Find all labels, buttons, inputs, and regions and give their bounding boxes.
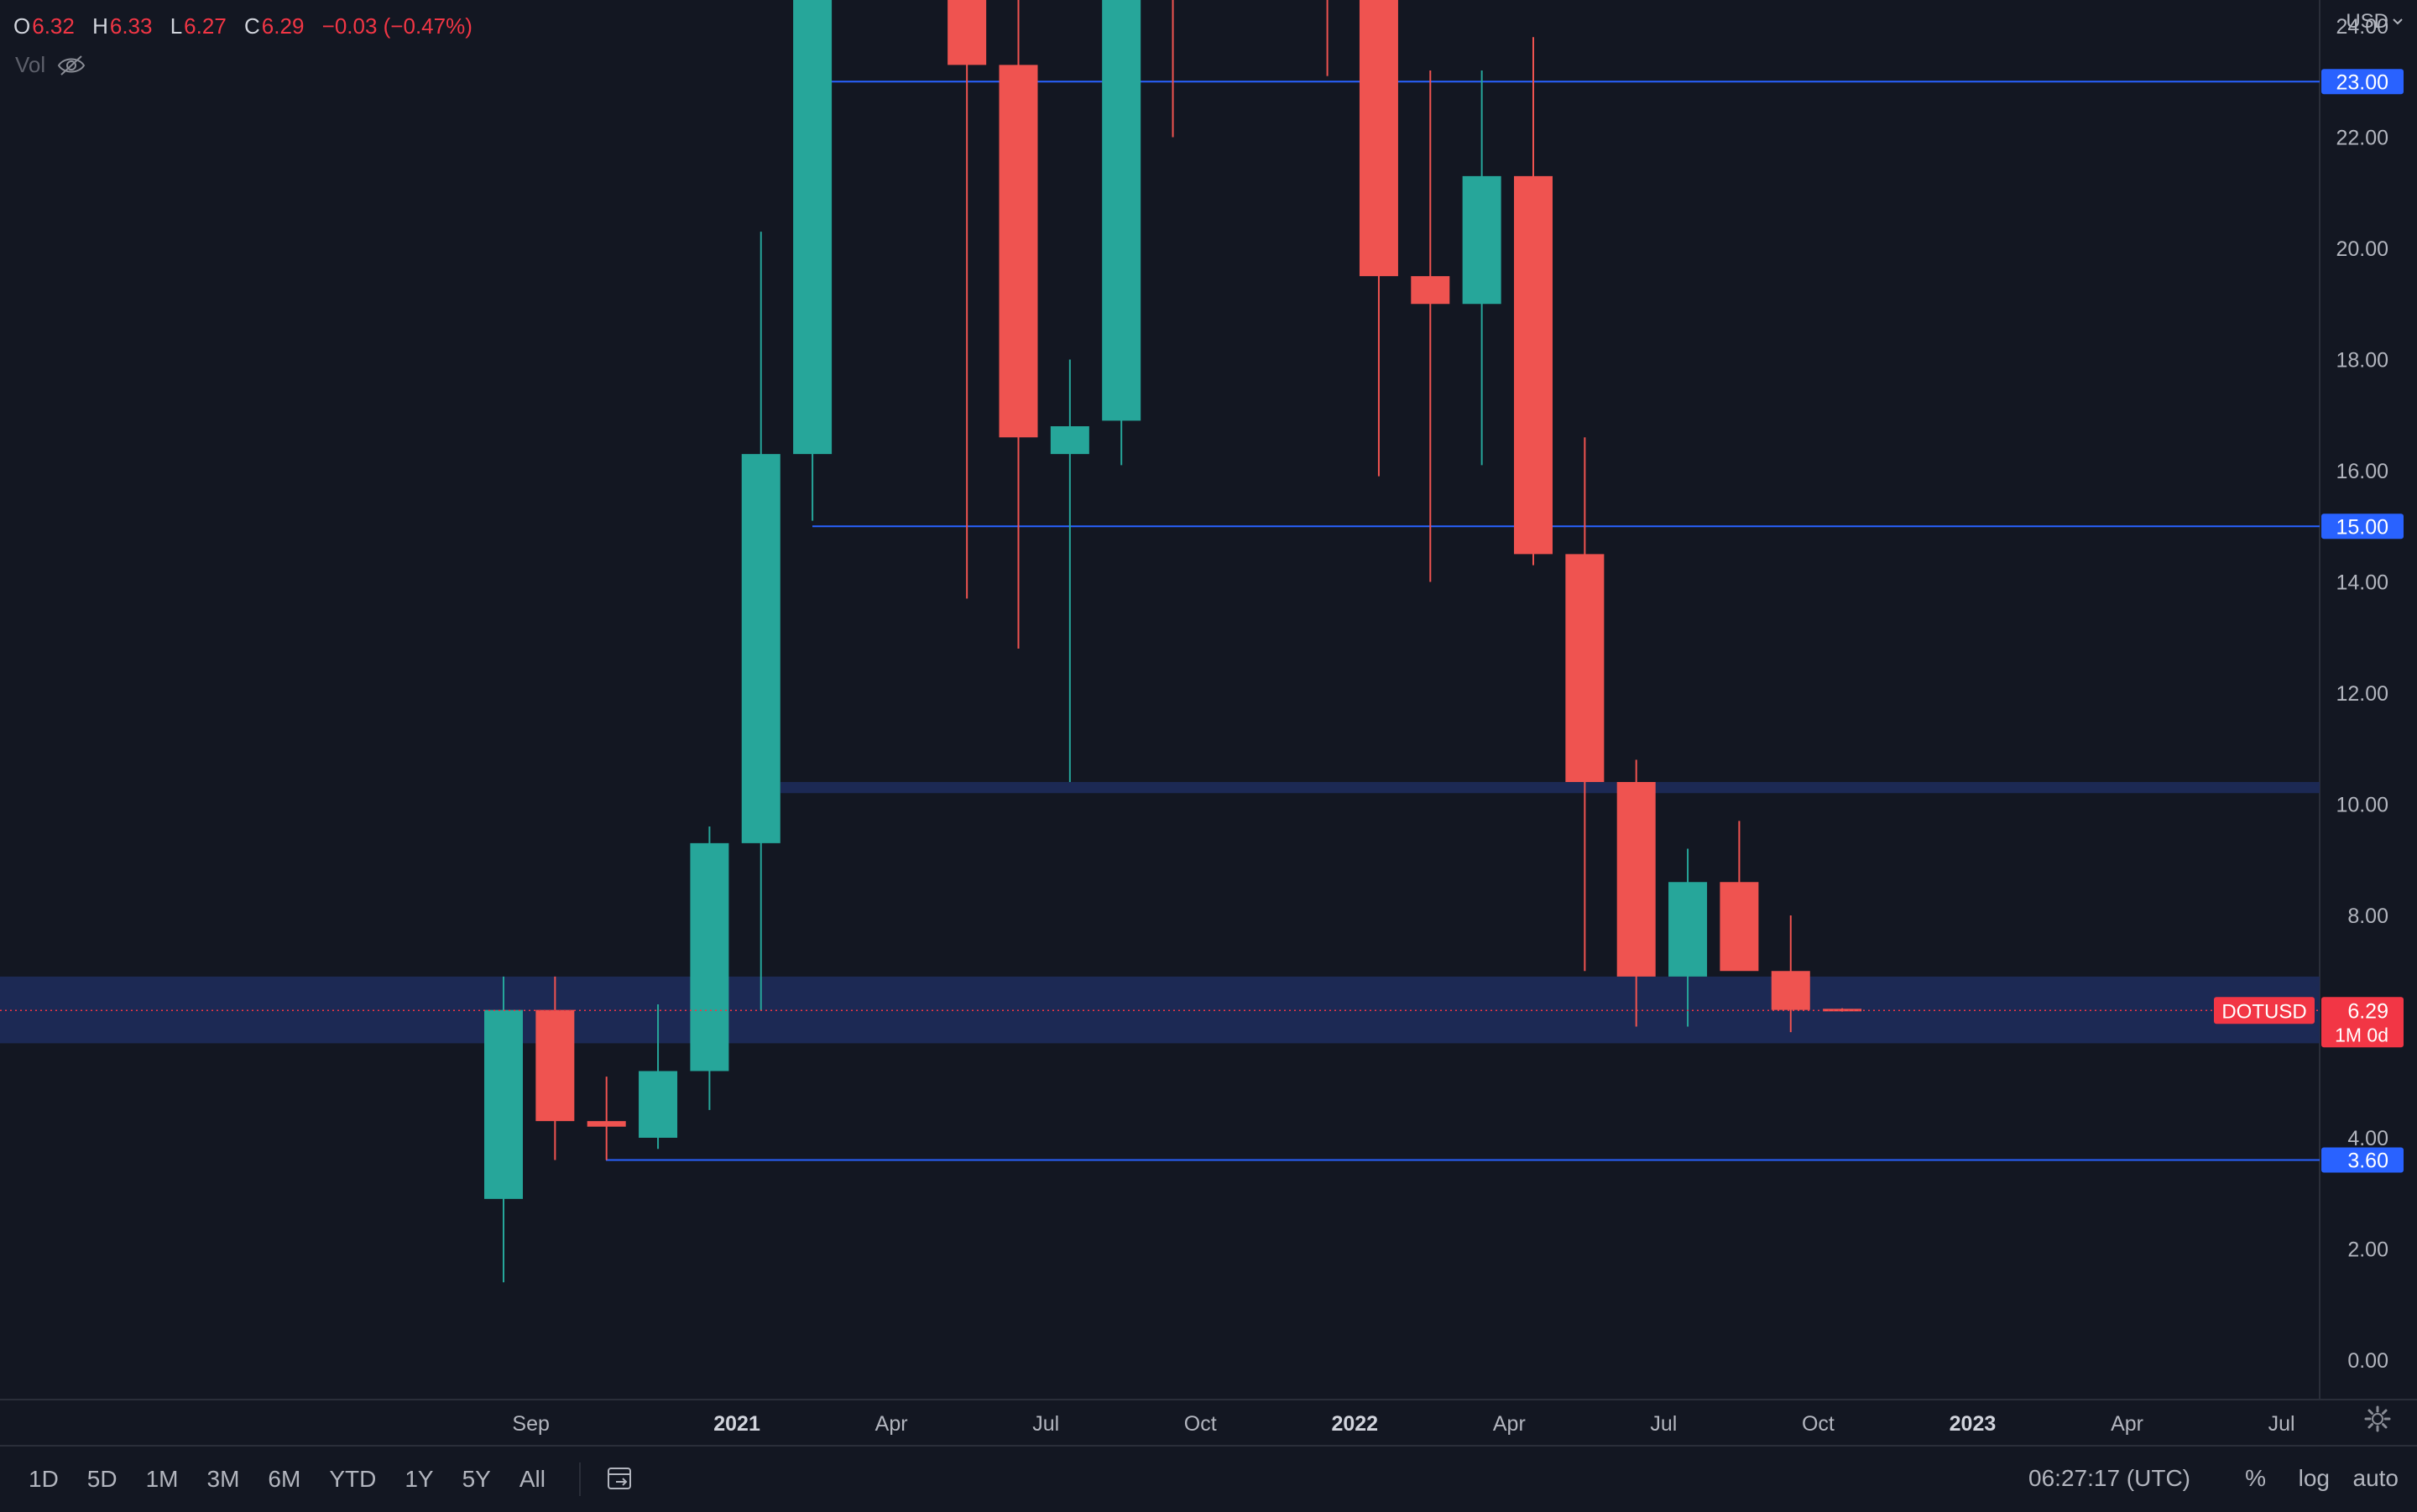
time-tick-label: Jul — [2268, 1412, 2295, 1436]
time-tick-label: Jul — [1650, 1412, 1677, 1436]
time-tick-label: Apr — [1493, 1412, 1526, 1436]
chevron-down-icon — [2393, 18, 2403, 25]
candle-body[interactable] — [1668, 882, 1708, 977]
candle-body[interactable] — [1514, 175, 1553, 555]
support-zone — [780, 782, 2320, 794]
range-all-button[interactable]: All — [519, 1466, 546, 1492]
low-value: 6.27 — [184, 13, 227, 39]
level-price-label-bg — [2321, 514, 2404, 540]
time-tick-label: Sep — [512, 1412, 549, 1436]
open-value: 6.32 — [32, 13, 75, 39]
time-tick-label: Oct — [1184, 1412, 1217, 1436]
last-price-value: 6.29 — [2347, 999, 2388, 1023]
price-tick-label: 4.00 — [2347, 1127, 2388, 1150]
time-tick-label: 2021 — [713, 1412, 760, 1436]
time-tick-label: Oct — [1802, 1412, 1835, 1436]
candle-body[interactable] — [1720, 882, 1759, 972]
time-tick-label: 2023 — [1950, 1412, 1997, 1436]
level-price-label-bg — [2321, 69, 2404, 95]
auto-toggle[interactable]: auto — [2352, 1465, 2399, 1491]
currency-selector[interactable]: USD — [2346, 10, 2404, 34]
candle-body[interactable] — [947, 0, 987, 65]
eye-off-icon[interactable] — [57, 55, 86, 76]
candle-body[interactable] — [1565, 554, 1605, 782]
percent-toggle[interactable]: % — [2245, 1465, 2266, 1491]
bottom-toolbar: 1D 5D 1M 3M 6M YTD 1Y 5Y All 06:27:17 (U… — [0, 1445, 2417, 1512]
range-3m-button[interactable]: 3M — [206, 1466, 240, 1492]
price-tick-label: 18.00 — [2336, 349, 2388, 373]
price-tick-label: 22.00 — [2336, 127, 2388, 150]
candle-body[interactable] — [1359, 0, 1398, 277]
candle-body[interactable] — [535, 1009, 575, 1122]
candle-body[interactable] — [1462, 175, 1501, 305]
candle-body[interactable] — [1050, 426, 1089, 455]
volume-label: Vol — [15, 52, 46, 77]
time-tick-label: Apr — [875, 1412, 908, 1436]
level-price-label: 15.00 — [2336, 515, 2388, 539]
change-value: −0.03 (−0.47%) — [321, 13, 472, 39]
price-tick-label: 8.00 — [2347, 905, 2388, 928]
volume-indicator[interactable]: Vol — [15, 52, 86, 78]
candle-body[interactable] — [587, 1121, 626, 1127]
price-tick-label: 16.00 — [2336, 460, 2388, 483]
low-label: L — [170, 13, 183, 39]
symbol-label-bg — [2214, 997, 2315, 1025]
currency-label: USD — [2346, 10, 2388, 33]
range-1y-button[interactable]: 1Y — [405, 1466, 434, 1492]
candle-body[interactable] — [690, 842, 729, 1071]
log-toggle[interactable]: log — [2298, 1465, 2330, 1491]
close-label: C — [244, 13, 260, 39]
price-tick-label: 2.00 — [2347, 1238, 2388, 1262]
candle-body[interactable] — [1411, 276, 1450, 305]
price-tick-label: 14.00 — [2336, 571, 2388, 595]
level-price-label-bg — [2321, 1147, 2404, 1173]
close-value: 6.29 — [261, 13, 305, 39]
toolbar-divider — [578, 1462, 581, 1496]
candle-body[interactable] — [999, 65, 1038, 438]
utc-clock[interactable]: 06:27:17 (UTC) — [2028, 1465, 2190, 1491]
time-tick-label: Apr — [2111, 1412, 2143, 1436]
candle-body[interactable] — [793, 0, 833, 455]
last-price-label-bg — [2321, 997, 2404, 1048]
candle-body[interactable] — [741, 454, 780, 843]
time-tick-label: Jul — [1032, 1412, 1059, 1436]
candle-body[interactable] — [1102, 0, 1141, 421]
level-price-label: 23.00 — [2336, 70, 2388, 94]
range-ytd-button[interactable]: YTD — [329, 1466, 377, 1492]
range-5y-button[interactable]: 5Y — [462, 1466, 491, 1492]
support-zone — [0, 976, 2320, 1044]
range-1m-button[interactable]: 1M — [145, 1466, 179, 1492]
price-tick-label: 24.00 — [2336, 15, 2388, 39]
open-label: O — [13, 13, 31, 39]
time-tick-label: 2022 — [1331, 1412, 1378, 1436]
price-tick-label: 12.00 — [2336, 682, 2388, 706]
candle-body[interactable] — [639, 1071, 678, 1139]
last-price-countdown: 1M 0d — [2335, 1024, 2388, 1045]
candle-body[interactable] — [484, 1009, 523, 1199]
candle-body[interactable] — [1771, 971, 1810, 1010]
high-label: H — [92, 13, 108, 39]
high-value: 6.33 — [109, 13, 153, 39]
gear-icon[interactable] — [2363, 1405, 2392, 1433]
range-5d-button[interactable]: 5D — [86, 1466, 117, 1492]
symbol-label: DOTUSD — [2221, 1000, 2306, 1023]
price-tick-label: 20.00 — [2336, 237, 2388, 261]
range-6m-button[interactable]: 6M — [268, 1466, 301, 1492]
level-price-label: 3.60 — [2347, 1150, 2388, 1173]
candle-body[interactable] — [1616, 782, 1656, 977]
price-tick-label: 10.00 — [2336, 794, 2388, 817]
range-1d-button[interactable]: 1D — [29, 1466, 59, 1492]
calendar-range-icon[interactable] — [606, 1465, 636, 1494]
price-tick-label: 0.00 — [2347, 1349, 2388, 1373]
candle-body[interactable] — [1823, 1009, 1862, 1012]
ohlc-legend: O6.32 H6.33 L6.27 C6.29 −0.03 (−0.47%) — [13, 13, 472, 39]
